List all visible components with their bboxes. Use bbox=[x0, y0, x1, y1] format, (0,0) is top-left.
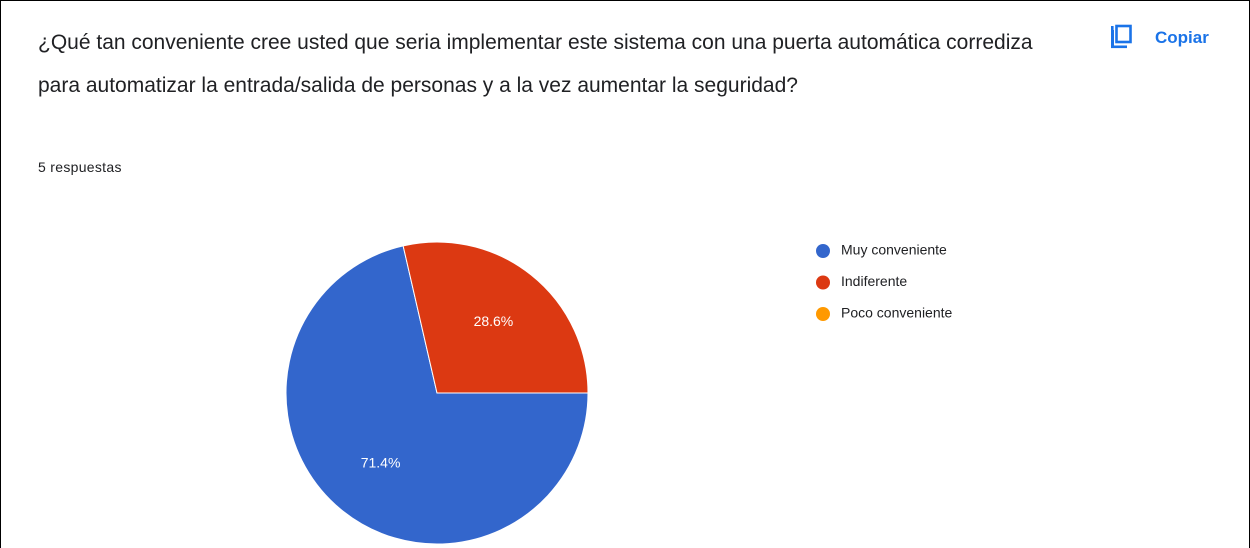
legend-label: Indiferente bbox=[841, 273, 907, 289]
question-title: ¿Qué tan conveniente cree usted que seri… bbox=[38, 31, 1033, 97]
copy-button[interactable]: Copiar bbox=[1109, 23, 1209, 53]
legend-label: Poco conveniente bbox=[841, 305, 953, 321]
response-count: 5 respuestas bbox=[38, 159, 122, 175]
pie-slice bbox=[285, 245, 589, 545]
pie-slice bbox=[402, 241, 589, 394]
copy-label[interactable]: Copiar bbox=[1155, 28, 1209, 47]
legend-label: Muy conveniente bbox=[841, 242, 947, 258]
legend-swatch bbox=[816, 275, 830, 290]
copy-icon bbox=[1111, 24, 1132, 49]
slice-label: 71.4% bbox=[361, 455, 401, 471]
legend-swatch bbox=[816, 244, 830, 258]
slice-label: 28.6% bbox=[474, 313, 514, 329]
legend-swatch bbox=[816, 307, 830, 321]
